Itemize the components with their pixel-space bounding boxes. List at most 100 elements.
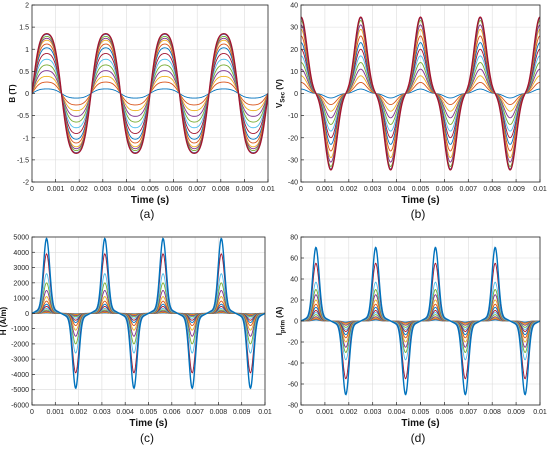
x-tick-label: 0.008 bbox=[210, 409, 228, 416]
y-tick-label: -30 bbox=[288, 157, 298, 164]
y-tick-label: 30 bbox=[290, 25, 298, 32]
y-axis-label: Iprim (A) bbox=[275, 306, 287, 335]
x-tick-label: 0.007 bbox=[460, 186, 478, 193]
x-tick-label: 0.006 bbox=[163, 409, 181, 416]
series-line-14 bbox=[301, 16, 540, 171]
y-tick-label: 3000 bbox=[13, 265, 29, 272]
panel-label: (a) bbox=[140, 207, 155, 221]
x-axis-label: Time (s) bbox=[401, 418, 439, 429]
series-line-2 bbox=[301, 81, 540, 105]
series-line-15 bbox=[301, 246, 540, 396]
y-tick-label: -1000 bbox=[11, 326, 29, 333]
y-tick-label: -20 bbox=[288, 340, 298, 347]
y-tick-label: 2 bbox=[25, 3, 29, 10]
x-tick-label: 0.005 bbox=[141, 186, 159, 193]
x-tick-label: 0.005 bbox=[412, 186, 430, 193]
x-axis-label: Time (s) bbox=[129, 418, 167, 429]
y-tick-label: -10 bbox=[288, 113, 298, 120]
y-tick-label: 0 bbox=[294, 319, 298, 326]
x-tick-label: 0.01 bbox=[533, 186, 547, 193]
y-tick-label: 4000 bbox=[13, 250, 29, 257]
x-tick-label: 0.001 bbox=[47, 409, 65, 416]
x-axis-label: Time (s) bbox=[401, 195, 439, 206]
y-tick-label: -6000 bbox=[11, 403, 29, 410]
y-tick-label: -1 bbox=[23, 135, 29, 142]
x-tick-label: 0.003 bbox=[364, 186, 382, 193]
y-tick-label: -1.5 bbox=[17, 157, 29, 164]
x-tick-label: 0 bbox=[299, 409, 303, 416]
x-tick-label: 0.008 bbox=[483, 409, 501, 416]
x-tick-label: 0 bbox=[30, 409, 34, 416]
x-tick-label: 0.009 bbox=[236, 186, 254, 193]
series-line-5 bbox=[301, 62, 540, 125]
y-tick-label: -0.5 bbox=[17, 113, 29, 120]
x-tick-label: 0 bbox=[299, 186, 303, 193]
x-tick-label: 0.007 bbox=[460, 409, 478, 416]
x-tick-label: 0.006 bbox=[165, 186, 183, 193]
x-tick-label: 0.005 bbox=[140, 409, 158, 416]
x-tick-label: 0.01 bbox=[533, 409, 547, 416]
y-tick-label: -2 bbox=[23, 180, 29, 187]
x-tick-label: 0.004 bbox=[116, 409, 134, 416]
x-tick-label: 0.002 bbox=[340, 409, 358, 416]
y-tick-label: -5000 bbox=[11, 387, 29, 394]
series-line-4 bbox=[301, 68, 540, 119]
series-group bbox=[301, 246, 540, 396]
y-tick-label: -60 bbox=[288, 382, 298, 389]
x-tick-label: 0.01 bbox=[258, 409, 272, 416]
x-tick-label: 0.007 bbox=[186, 409, 204, 416]
x-tick-label: 0.006 bbox=[436, 409, 454, 416]
x-tick-label: 0.009 bbox=[507, 186, 525, 193]
y-tick-label: 0 bbox=[25, 311, 29, 318]
y-tick-label: -40 bbox=[288, 361, 298, 368]
x-tick-label: 0.008 bbox=[483, 186, 501, 193]
y-tick-label: 20 bbox=[290, 47, 298, 54]
y-tick-label: 0.5 bbox=[19, 69, 29, 76]
x-tick-label: 0.001 bbox=[316, 409, 334, 416]
y-tick-label: -4000 bbox=[11, 372, 29, 379]
y-tick-label: 40 bbox=[290, 3, 298, 10]
x-tick-label: 0.01 bbox=[261, 186, 275, 193]
y-tick-label: 60 bbox=[290, 256, 298, 263]
x-tick-label: 0.003 bbox=[93, 409, 111, 416]
x-tick-label: 0.002 bbox=[70, 186, 88, 193]
series-line-1 bbox=[301, 88, 540, 99]
x-tick-label: 0.005 bbox=[412, 409, 430, 416]
y-tick-label: 10 bbox=[290, 69, 298, 76]
chart-b: 0 0.001 0.002 0.003 0.004 0.005 0.006 0.007 0.00… bbox=[275, 3, 547, 222]
x-tick-label: 0.008 bbox=[212, 186, 230, 193]
y-tick-label: -20 bbox=[288, 135, 298, 142]
x-tick-label: 0.002 bbox=[70, 409, 88, 416]
panel-label: (b) bbox=[411, 207, 426, 221]
x-tick-label: 0 bbox=[30, 186, 34, 193]
series-group bbox=[301, 16, 540, 171]
x-tick-label: 0.001 bbox=[316, 186, 334, 193]
x-tick-label: 0.001 bbox=[47, 186, 65, 193]
y-tick-label: 5000 bbox=[13, 235, 29, 242]
y-axis-label: VSec (V) bbox=[275, 79, 287, 108]
series-line-3 bbox=[301, 75, 540, 112]
x-tick-label: 0.006 bbox=[436, 186, 454, 193]
panel-label: (d) bbox=[411, 431, 426, 445]
y-tick-label: 1.5 bbox=[19, 25, 29, 32]
y-tick-label: 1000 bbox=[13, 296, 29, 303]
y-tick-label: -2000 bbox=[11, 341, 29, 348]
x-tick-label: 0.004 bbox=[388, 409, 406, 416]
y-tick-label: 0 bbox=[294, 91, 298, 98]
y-tick-label: -3000 bbox=[11, 357, 29, 364]
chart-a: 0 0.001 0.002 0.003 0.004 0.005 0.006 0.007 0.00… bbox=[8, 3, 275, 222]
x-tick-label: 0.003 bbox=[364, 409, 382, 416]
y-tick-label: 40 bbox=[290, 277, 298, 284]
x-tick-label: 0.004 bbox=[388, 186, 406, 193]
series-line-15 bbox=[32, 237, 265, 390]
x-tick-label: 0.007 bbox=[188, 186, 206, 193]
chart-c: 0 0.001 0.002 0.003 0.004 0.005 0.006 0.007 0.00… bbox=[0, 235, 272, 446]
series-line-14 bbox=[32, 33, 268, 154]
series-group bbox=[32, 33, 268, 154]
series-group bbox=[32, 237, 265, 390]
x-tick-label: 0.002 bbox=[340, 186, 358, 193]
y-tick-label: -40 bbox=[288, 180, 298, 187]
x-tick-label: 0.003 bbox=[94, 186, 112, 193]
x-axis-label: Time (s) bbox=[131, 195, 169, 206]
